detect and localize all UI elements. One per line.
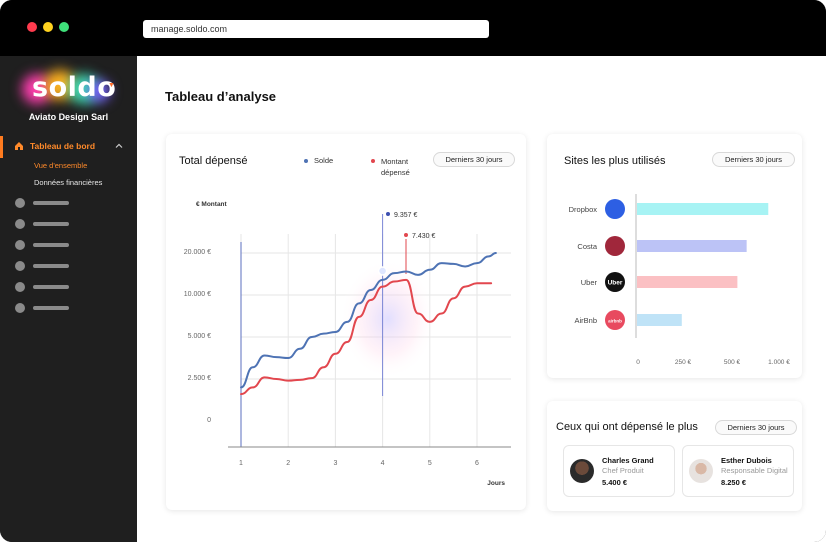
bar-airbnb[interactable] [637, 314, 682, 326]
page-title: Tableau d’analyse [165, 89, 277, 104]
home-icon [15, 142, 23, 150]
company-name: Aviato Design Sarl [28, 112, 109, 122]
top-sites-card: Sites les plus utilisés Derniers 30 jour… [547, 134, 802, 378]
y-tick-label: 20.000 € [184, 249, 211, 256]
chart-highlight-glow [340, 259, 436, 379]
nav-item-tableau-de-bord[interactable]: Tableau de bord [30, 141, 96, 151]
x-tick-label: 1 [239, 460, 243, 467]
main-content: Tableau d’analyse Total dépensé Solde Mo… [137, 56, 826, 542]
logo-text: soldo [32, 72, 117, 103]
dropbox-icon [605, 199, 625, 219]
date-range-dropdown[interactable]: Derniers 30 jours [715, 420, 797, 435]
nav-sub-item-vue-ensemble[interactable]: Vue d'ensemble [34, 161, 88, 170]
nav-placeholder-item[interactable] [15, 303, 75, 313]
highlight-point [377, 266, 388, 276]
y-tick-label: 10.000 € [184, 291, 211, 298]
series-line-solde [240, 252, 497, 389]
bar-x-tick-label: 250 € [675, 359, 692, 366]
legend-montant: Montant dépensé [381, 157, 410, 177]
x-tick-label: 6 [475, 460, 479, 467]
tooltip-montant-value: 7.430 € [412, 233, 435, 240]
spender-amount: 8.250 € [721, 478, 747, 487]
bar-costa[interactable] [637, 240, 747, 252]
line-chart: 0 2.500 € 5.000 € 10.000 € 20.000 € 1 2 3 4 5 6 € M… [184, 201, 511, 487]
spender-name: Charles Grand [602, 456, 654, 465]
avatar [570, 459, 594, 483]
nav-placeholder-item[interactable] [15, 240, 75, 250]
spender-role: Responsable Digital [721, 466, 788, 475]
y-tick-label: 2.500 € [188, 375, 211, 382]
legend-solde-dot [304, 159, 308, 163]
airbnb-icon-label: airbnb [608, 319, 622, 324]
soldo-logo[interactable]: soldo [22, 68, 116, 108]
bar-x-tick-label: 500 € [724, 359, 741, 366]
spender-role: Chef Produit [602, 466, 644, 475]
top-spenders-title: Ceux qui ont dépensé le plus [556, 421, 698, 433]
address-bar[interactable]: manage.soldo.com [143, 20, 489, 38]
nav-placeholder-item[interactable] [15, 198, 75, 208]
spender-amount: 5.400 € [602, 478, 628, 487]
bar-x-tick-label: 1.000 € [768, 359, 790, 366]
browser-titlebar: manage.soldo.com [0, 0, 826, 56]
x-axis-label: Jours [487, 480, 505, 487]
minimize-window-button[interactable] [43, 22, 53, 32]
uber-icon-label: Uber [608, 280, 623, 287]
bar-category-label: AirBnb [574, 316, 597, 325]
legend-montant-dot [371, 159, 375, 163]
nav-sub-item-donnees-financieres[interactable]: Données financières [34, 178, 103, 187]
y-axis-label: € Montant [196, 201, 228, 208]
tooltip-solde-dot [386, 212, 390, 216]
nav-placeholder-item[interactable] [15, 282, 75, 292]
x-tick-label: 2 [286, 460, 290, 467]
top-spenders-card: Ceux qui ont dépensé le plus Derniers 30… [547, 401, 802, 511]
bar-category-label: Uber [581, 278, 598, 287]
chevron-up-icon[interactable] [115, 142, 123, 150]
bar-chart: Dropbox Costa Uber Uber AirBnb airbnb 0 250 € 50… [569, 194, 790, 366]
bar-dropbox[interactable] [637, 203, 769, 215]
airbnb-icon [605, 310, 625, 330]
y-tick-label: 0 [207, 417, 211, 424]
date-range-dropdown[interactable]: Derniers 30 jours [712, 152, 795, 167]
bar-x-tick-label: 0 [636, 359, 640, 366]
series-line-montant [240, 278, 493, 396]
bar-category-label: Costa [577, 242, 597, 251]
total-spent-title: Total dépensé [179, 155, 248, 167]
nav-placeholder-item[interactable] [15, 219, 75, 229]
bar-uber[interactable] [637, 276, 738, 288]
top-sites-title: Sites les plus utilisés [564, 155, 666, 167]
x-tick-label: 4 [381, 460, 385, 467]
x-tick-label: 5 [428, 460, 432, 467]
x-tick-label: 3 [333, 460, 337, 467]
costa-icon [605, 236, 625, 256]
tooltip-solde-value: 9.357 € [394, 212, 417, 219]
spender-card-esther[interactable]: Esther Dubois Responsable Digital 8.250 … [682, 445, 794, 497]
spender-name: Esther Dubois [721, 456, 772, 465]
total-spent-card: Total dépensé Solde Montant dépensé Dern… [166, 134, 526, 510]
bar-category-label: Dropbox [569, 205, 598, 214]
tooltip-montant-dot [404, 233, 408, 237]
date-range-dropdown[interactable]: Derniers 30 jours [433, 152, 515, 167]
close-window-button[interactable] [27, 22, 37, 32]
y-tick-label: 5.000 € [188, 333, 211, 340]
legend-solde: Solde [314, 156, 334, 165]
uber-icon [605, 272, 625, 292]
maximize-window-button[interactable] [59, 22, 69, 32]
chevron-down-icon[interactable]: ▼ [108, 82, 115, 89]
avatar [689, 459, 713, 483]
nav-placeholder-item[interactable] [15, 261, 75, 271]
spender-card-charles[interactable]: Charles Grand Chef Produit 5.400 € [563, 445, 675, 497]
active-nav-indicator [0, 136, 3, 158]
sidebar: soldo ▼ Aviato Design Sarl Tableau de bo… [0, 56, 137, 542]
